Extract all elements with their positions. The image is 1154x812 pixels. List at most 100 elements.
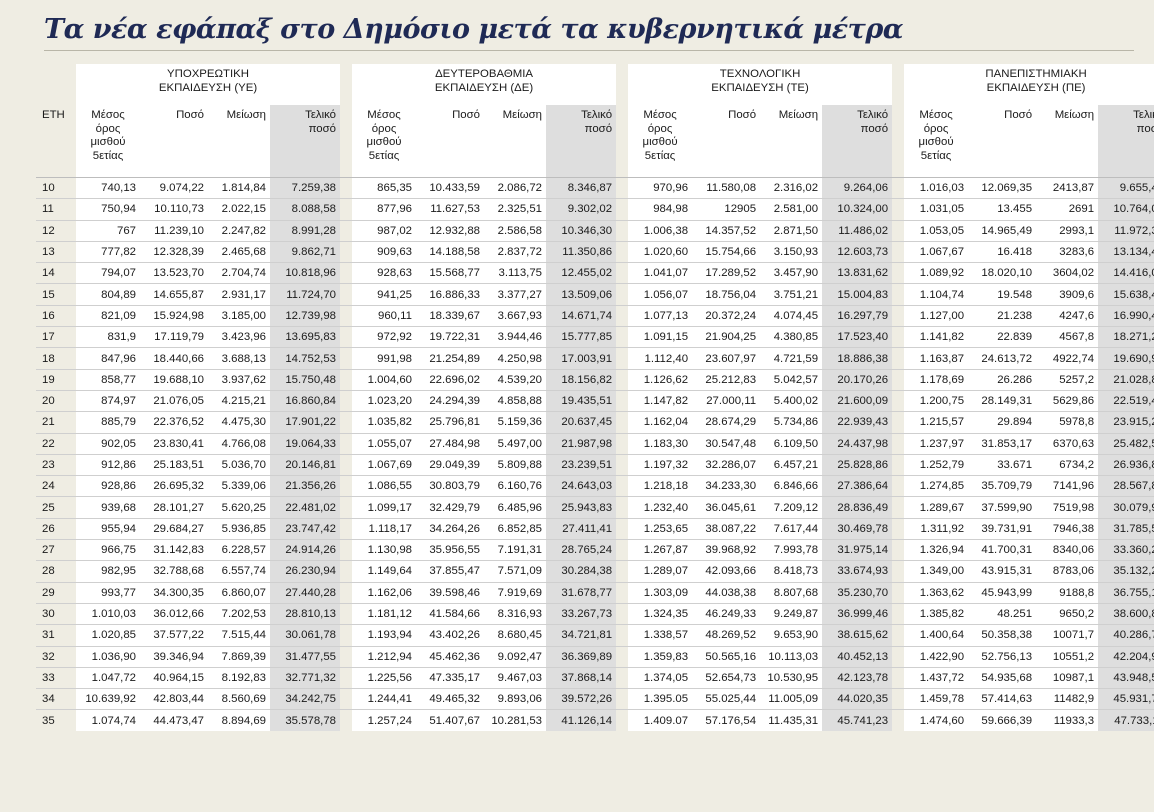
amount-cell: 21.238 xyxy=(968,304,1037,327)
final-amount-cell: 20.170,26 xyxy=(822,368,893,391)
years-cell: 34 xyxy=(36,688,76,710)
amount-cell: 15.924,98 xyxy=(140,304,208,327)
group-header-line: ΠΑΝΕΠΙΣΤΗΜΙΑΚΗ xyxy=(985,68,1087,80)
final-amount-cell: 31.975,14 xyxy=(822,539,893,561)
column-gap xyxy=(892,496,905,519)
amount-cell: 25.183,51 xyxy=(140,453,208,476)
avg-salary-cell: 1.252,79 xyxy=(904,453,969,476)
column-gap xyxy=(340,688,353,710)
avg-salary-cell: 1.218,18 xyxy=(628,475,693,497)
final-amount-cell: 18.271,20 xyxy=(1098,326,1154,348)
final-amount-cell: 34.242,75 xyxy=(270,688,341,710)
reduction-cell: 2.022,15 xyxy=(208,198,270,221)
header-blank xyxy=(36,64,76,105)
column-gap xyxy=(616,262,629,284)
reduction-cell: 5.620,25 xyxy=(208,496,270,519)
final-amount-cell: 20.637,45 xyxy=(546,411,617,434)
column-header-line: Τελικό xyxy=(1133,109,1154,121)
avg-salary-cell: 993,77 xyxy=(76,581,140,604)
reduction-cell: 3.423,96 xyxy=(208,326,270,348)
final-amount-cell: 47.733,11 xyxy=(1098,709,1154,731)
column-header-line: όρος xyxy=(95,122,121,135)
column-header-line: 5ετίας xyxy=(92,149,124,162)
avg-salary-cell: 1.035,82 xyxy=(352,411,417,434)
column-gap xyxy=(892,475,905,497)
amount-cell: 57.414,63 xyxy=(968,688,1037,710)
table-row: 13 777,82 12.328,39 2.465,68 9.862,71 909,63 1… xyxy=(36,240,1154,263)
reduction-cell: 6.860,07 xyxy=(208,581,270,604)
final-amount-cell: 30.284,38 xyxy=(546,560,617,583)
column-gap xyxy=(616,411,629,434)
amount-cell: 27.000,11 xyxy=(692,389,761,412)
final-amount-cell: 27.440,28 xyxy=(270,581,341,604)
amount-cell: 45.462,36 xyxy=(416,645,485,668)
column-gap xyxy=(340,475,353,497)
amount-cell: 11.627,53 xyxy=(416,198,485,221)
avg-salary-cell: 982,95 xyxy=(76,560,140,583)
avg-salary-cell: 1.212,94 xyxy=(352,645,417,668)
reduction-cell: 8.560,69 xyxy=(208,688,270,710)
amount-cell: 46.249,33 xyxy=(692,602,761,625)
reduction-cell: 8.418,73 xyxy=(760,560,823,583)
reduction-cell: 6.557,74 xyxy=(208,560,270,583)
years-cell: 35 xyxy=(36,709,76,731)
amount-cell: 29.049,39 xyxy=(416,453,485,476)
column-header-line: 5ετίας xyxy=(644,149,676,162)
final-amount-cell: 30.079,92 xyxy=(1098,496,1154,519)
avg-salary-cell: 1.225,56 xyxy=(352,666,417,689)
column-gap xyxy=(892,624,905,647)
avg-salary-cell: 1.400,64 xyxy=(904,624,969,647)
amount-cell: 21.904,25 xyxy=(692,326,761,348)
reduction-cell: 2.325,51 xyxy=(484,198,547,221)
final-amount-cell: 11.486,02 xyxy=(822,219,893,242)
reduction-cell: 3.944,46 xyxy=(484,326,547,348)
column-header-reduction: Μείωση xyxy=(760,105,823,178)
amount-cell: 41.584,66 xyxy=(416,602,485,625)
column-header-avg-salary: Μέσος όρος μισθού 5ετίας xyxy=(904,105,969,178)
reduction-cell: 6734,2 xyxy=(1036,453,1099,476)
column-gap xyxy=(616,347,629,370)
column-gap xyxy=(616,560,629,583)
amount-cell: 49.465,32 xyxy=(416,688,485,710)
amount-cell: 22.696,02 xyxy=(416,368,485,391)
avg-salary-cell: 1.055,07 xyxy=(352,432,417,455)
amount-cell: 35.709,79 xyxy=(968,475,1037,497)
column-gap xyxy=(892,581,905,604)
reduction-cell: 3.457,90 xyxy=(760,262,823,284)
column-header-reduction: Μείωση xyxy=(1036,105,1099,178)
years-cell: 32 xyxy=(36,645,76,668)
final-amount-cell: 23.239,51 xyxy=(546,453,617,476)
final-amount-cell: 19.690,98 xyxy=(1098,347,1154,370)
final-amount-cell: 12.739,98 xyxy=(270,304,341,327)
final-amount-cell: 35.132,25 xyxy=(1098,560,1154,583)
final-amount-cell: 33.267,73 xyxy=(546,602,617,625)
final-amount-cell: 30.061,78 xyxy=(270,624,341,647)
avg-salary-cell: 1.127,00 xyxy=(904,304,969,327)
avg-salary-cell: 1.289,07 xyxy=(628,560,693,583)
reduction-cell: 2.581,00 xyxy=(760,198,823,221)
reduction-cell: 3.751,21 xyxy=(760,283,823,306)
avg-salary-cell: 1.257,24 xyxy=(352,709,417,731)
avg-salary-cell: 960,11 xyxy=(352,304,417,327)
column-header-line: όρος xyxy=(647,122,673,135)
reduction-cell: 5.036,70 xyxy=(208,453,270,476)
avg-salary-cell: 847,96 xyxy=(76,347,140,370)
amount-cell: 27.484,98 xyxy=(416,432,485,455)
final-amount-cell: 27.386,64 xyxy=(822,475,893,497)
avg-salary-cell: 1.016,03 xyxy=(904,176,969,199)
column-gap xyxy=(892,283,905,306)
avg-salary-cell: 1.409.07 xyxy=(628,709,693,731)
column-gap xyxy=(340,262,353,284)
column-gap xyxy=(892,304,905,327)
reduction-cell: 4.721,59 xyxy=(760,347,823,370)
final-amount-cell: 11.972,39 xyxy=(1098,219,1154,242)
reduction-cell: 5.734,86 xyxy=(760,411,823,434)
amount-cell: 43.402,26 xyxy=(416,624,485,647)
reduction-cell: 4.250,98 xyxy=(484,347,547,370)
final-amount-cell: 36.755,19 xyxy=(1098,581,1154,604)
reduction-cell: 3.937,62 xyxy=(208,368,270,391)
final-amount-cell: 39.572,26 xyxy=(546,688,617,710)
table-row: 28 982,95 32.788,68 6.557,74 26.230,94 1.149,… xyxy=(36,560,1154,583)
amount-cell: 18.756,04 xyxy=(692,283,761,306)
